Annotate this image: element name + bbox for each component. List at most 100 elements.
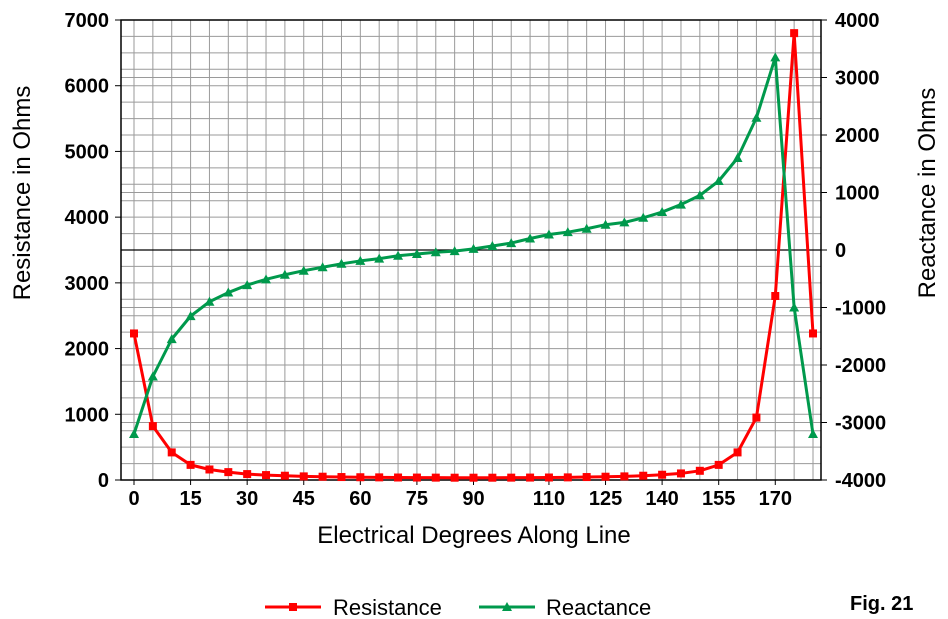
data-point-resistance xyxy=(412,473,421,482)
data-point-resistance xyxy=(280,471,289,480)
data-point-resistance xyxy=(205,465,214,474)
series-group xyxy=(129,29,818,482)
data-point-resistance xyxy=(299,472,308,481)
data-point-reactance xyxy=(525,233,536,243)
y-tick-label: 2000 xyxy=(65,339,110,361)
y-axis-ticks: 0 1000 2000 3000 4000 5000 6000 7000 xyxy=(65,10,121,492)
data-point-reactance xyxy=(487,240,498,250)
y-tick-label: 1000 xyxy=(65,404,110,426)
data-point-resistance xyxy=(809,329,817,338)
x-tick-label: 75 xyxy=(406,488,428,510)
y-tick-label: 0 xyxy=(98,470,109,492)
legend-reactance-marker xyxy=(502,602,512,611)
data-point-reactance xyxy=(600,219,611,229)
data-point-reactance xyxy=(411,249,422,259)
data-point-resistance xyxy=(262,471,271,480)
data-point-reactance xyxy=(506,238,517,248)
y2-tick-label: -3000 xyxy=(835,413,886,435)
data-point-resistance xyxy=(676,469,685,478)
data-point-resistance xyxy=(733,448,742,457)
data-point-resistance xyxy=(243,470,252,479)
data-point-reactance xyxy=(543,229,554,239)
legend-resistance-marker xyxy=(289,603,297,611)
data-point-reactance xyxy=(789,302,800,312)
y-tick-label: 3000 xyxy=(65,273,110,295)
y-tick-label: 6000 xyxy=(65,76,110,98)
data-point-resistance xyxy=(695,466,704,475)
y2-tick-label: -4000 xyxy=(835,470,886,492)
data-point-resistance xyxy=(752,413,761,422)
x-tick-label: 170 xyxy=(759,488,792,510)
data-point-resistance xyxy=(337,473,346,482)
data-point-reactance xyxy=(204,296,215,306)
y-axis-title: Resistance in Ohms xyxy=(9,86,36,301)
data-point-reactance xyxy=(713,176,724,185)
data-point-reactance xyxy=(166,334,177,344)
data-point-resistance xyxy=(356,473,365,482)
data-point-resistance xyxy=(167,448,176,457)
data-point-resistance xyxy=(375,473,384,482)
data-point-resistance xyxy=(148,422,157,431)
data-point-reactance xyxy=(619,217,630,227)
data-point-reactance xyxy=(374,253,385,263)
data-point-reactance xyxy=(355,255,366,265)
data-point-resistance xyxy=(639,471,648,480)
data-point-reactance xyxy=(147,371,158,381)
y2-axis-title: Reactance in Ohms xyxy=(914,88,941,299)
x-tick-label: 45 xyxy=(293,488,315,510)
data-point-reactance xyxy=(449,246,460,256)
data-point-reactance xyxy=(770,52,781,62)
x-tick-label: 0 xyxy=(128,488,139,510)
data-point-resistance xyxy=(620,472,629,481)
data-point-reactance xyxy=(317,262,328,272)
data-point-reactance xyxy=(468,243,479,253)
data-point-reactance xyxy=(694,190,705,200)
data-point-resistance xyxy=(582,473,591,482)
x-tick-label: 90 xyxy=(462,488,484,510)
data-point-resistance xyxy=(544,473,553,482)
data-point-reactance xyxy=(732,153,743,162)
data-point-resistance xyxy=(469,473,478,482)
y2-tick-label: 3000 xyxy=(835,68,880,90)
data-point-reactance xyxy=(675,199,686,209)
figure-label: Fig. 21 xyxy=(850,593,913,615)
x-tick-label: 15 xyxy=(179,488,201,510)
legend-reactance-label: Reactance xyxy=(546,595,651,619)
data-point-resistance xyxy=(714,460,723,469)
y2-tick-label: 1000 xyxy=(835,183,880,205)
data-point-reactance xyxy=(298,265,309,275)
data-point-resistance xyxy=(224,468,233,477)
data-point-resistance xyxy=(563,473,572,482)
legend-resistance-label: Resistance xyxy=(333,595,442,619)
data-point-reactance xyxy=(808,429,818,438)
y2-tick-label: 2000 xyxy=(835,125,880,147)
data-point-reactance xyxy=(638,212,649,222)
x-axis-title: Electrical Degrees Along Line xyxy=(317,522,631,549)
data-point-resistance xyxy=(488,473,497,482)
y2-tick-label: -1000 xyxy=(835,298,886,320)
data-point-reactance xyxy=(562,227,573,237)
data-point-reactance xyxy=(261,274,272,284)
data-point-resistance xyxy=(186,460,195,469)
data-point-resistance xyxy=(507,473,516,482)
data-point-resistance xyxy=(526,473,535,482)
data-point-resistance xyxy=(318,472,327,481)
y2-tick-label: -2000 xyxy=(835,355,886,377)
data-point-reactance xyxy=(185,311,196,321)
x-tick-label: 30 xyxy=(236,488,258,510)
x-tick-label: 60 xyxy=(349,488,371,510)
y-tick-label: 4000 xyxy=(65,207,110,229)
data-point-reactance xyxy=(393,250,404,260)
data-point-resistance xyxy=(450,473,459,482)
data-point-reactance xyxy=(581,223,592,233)
x-tick-label: 155 xyxy=(702,488,735,510)
data-point-reactance xyxy=(657,207,668,217)
y2-axis-ticks: -4000 -3000 -2000 -1000 0 1000 2000 3000 4000 xyxy=(821,10,886,492)
data-point-resistance xyxy=(790,29,799,38)
data-point-reactance xyxy=(751,112,762,122)
data-point-resistance xyxy=(130,329,138,338)
y-tick-label: 5000 xyxy=(65,141,110,163)
data-point-reactance xyxy=(242,280,253,290)
x-tick-label: 125 xyxy=(589,488,622,510)
